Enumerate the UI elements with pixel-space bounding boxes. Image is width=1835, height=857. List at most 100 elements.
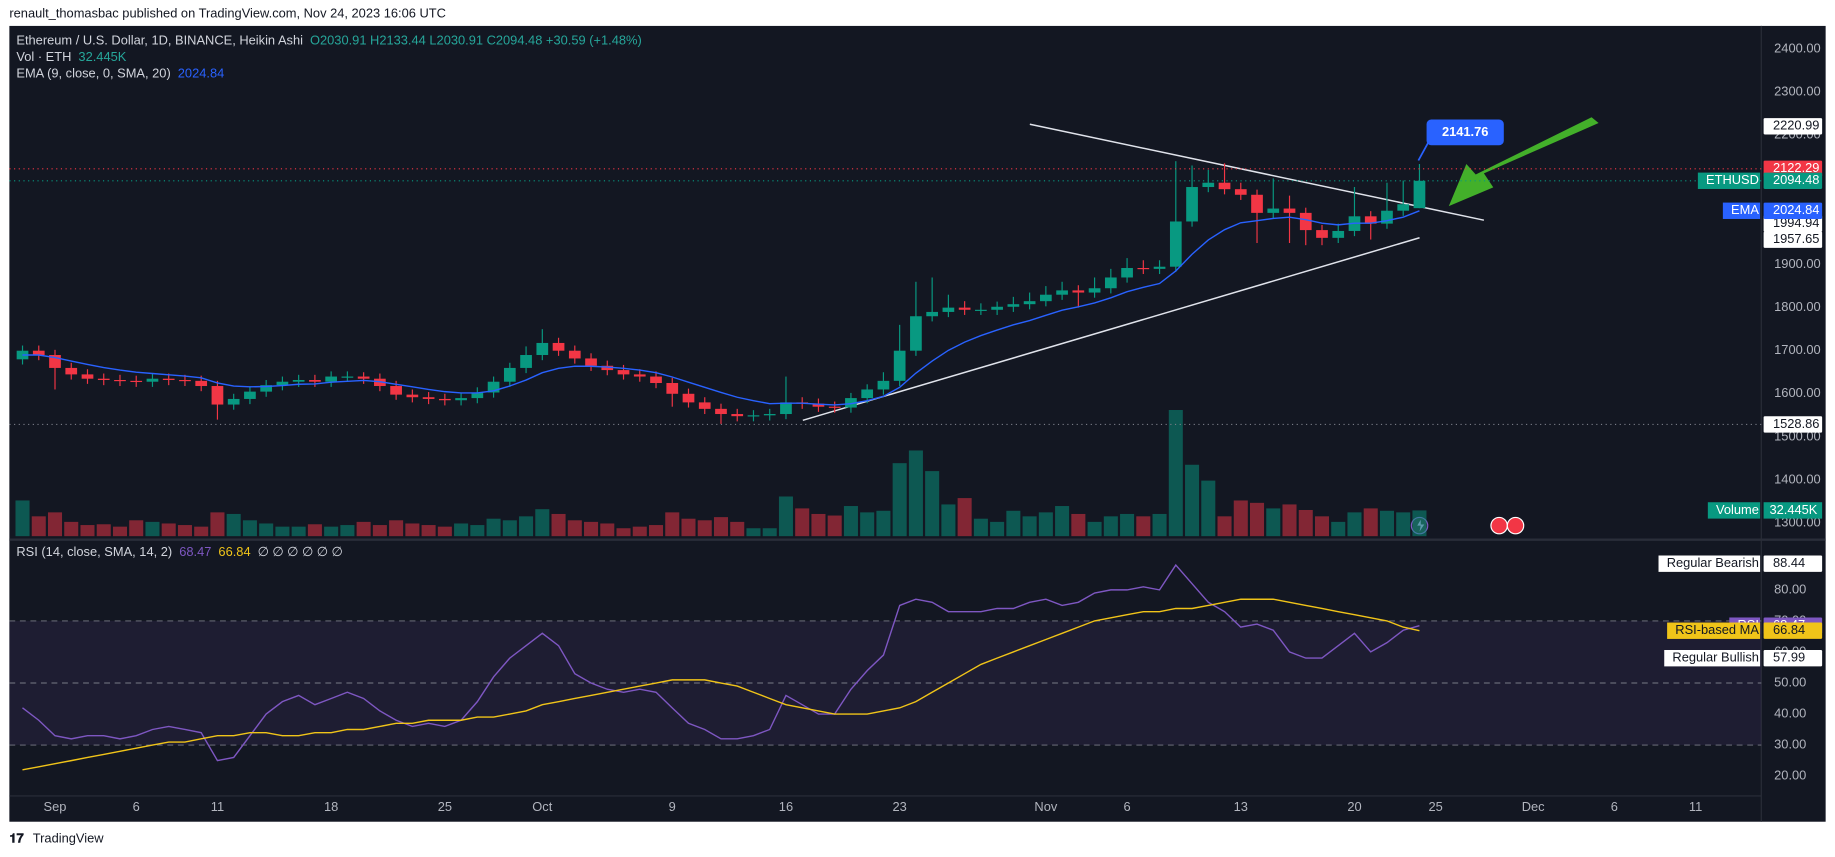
volume-bar: [762, 528, 777, 537]
candle-body: [195, 380, 208, 387]
volume-bar: [1331, 521, 1346, 537]
candle-body: [276, 381, 289, 386]
price-badge-name-box: [1722, 202, 1761, 219]
volume-bar: [275, 526, 290, 537]
candle-body: [1153, 266, 1166, 269]
candle-body: [309, 379, 321, 382]
volume-bar: [96, 524, 111, 537]
arrow: [1448, 117, 1599, 207]
series-line: [22, 210, 1420, 406]
x-tick-label: 25: [1429, 799, 1443, 814]
candle-body: [341, 376, 354, 378]
legend-rsi-extra: ∅ ∅ ∅ ∅ ∅ ∅: [258, 544, 343, 559]
candle-body: [422, 397, 435, 399]
candle-body: [1104, 277, 1117, 289]
volume-bar: [1185, 464, 1200, 537]
volume-bar: [470, 525, 485, 537]
candle-body: [438, 398, 451, 401]
x-tick-label: Sep: [44, 799, 67, 814]
volume-bar: [1038, 512, 1053, 537]
volume-bar: [925, 471, 940, 537]
volume-bar: [632, 526, 647, 537]
candle-body: [536, 342, 549, 356]
volume-bar: [454, 523, 469, 537]
volume-bar: [1006, 510, 1021, 537]
candle-body: [991, 306, 1003, 310]
volume-bar: [405, 523, 420, 537]
volume-bar: [1152, 513, 1167, 537]
candle-body: [1023, 301, 1036, 305]
candle-body: [292, 379, 305, 382]
volume-badge-name: Volume: [1716, 502, 1759, 517]
volume-bar: [226, 513, 241, 537]
callout: [1426, 119, 1504, 146]
x-tick-label: 18: [324, 799, 338, 814]
candle-body: [910, 316, 922, 351]
price-badge: [1763, 416, 1823, 433]
candle-body: [568, 350, 581, 359]
price-badge-value: 88.44: [1773, 555, 1805, 570]
y-tick-label: 80.00: [1774, 581, 1806, 596]
volume-bar: [1379, 510, 1394, 537]
candle-body: [244, 391, 256, 399]
candle-body: [780, 402, 792, 415]
volume-bar: [421, 525, 436, 537]
price-badge: [1763, 172, 1823, 189]
candle-body: [861, 389, 874, 399]
candle-body: [585, 358, 597, 366]
x-tick-label: 9: [669, 799, 676, 814]
volume-bar: [437, 526, 452, 537]
candle-body: [179, 379, 191, 382]
legend-volume-value: 32.445K: [78, 49, 126, 64]
legend-rsi-value: 68.47: [179, 544, 211, 559]
y-tick-label: 1900.00: [1774, 256, 1820, 271]
volume-bar: [567, 520, 582, 537]
candle-body: [1137, 268, 1150, 270]
volume-bar: [860, 512, 875, 537]
candle-body: [877, 380, 890, 390]
volume-bar: [1298, 509, 1313, 537]
volume-bar: [372, 525, 387, 537]
x-tick-label: 11: [211, 799, 224, 814]
volume-bar: [746, 528, 761, 537]
candle-body: [1283, 208, 1296, 213]
x-tick-label: 25: [438, 799, 452, 814]
volume-bar: [1022, 516, 1037, 537]
x-tick-label: 13: [1234, 799, 1248, 814]
y-tick-label: 50.00: [1774, 674, 1806, 689]
volume-bar: [697, 520, 712, 537]
candle-body: [1218, 182, 1231, 190]
candle-body: [926, 311, 939, 317]
volume-bar: [778, 496, 793, 537]
price-badge-name: ETHUSD: [1706, 172, 1759, 187]
candle-body: [1169, 221, 1182, 267]
x-tick-label: 6: [133, 799, 140, 814]
volume-bar: [795, 508, 810, 537]
price-badge-name-box: [1697, 172, 1761, 189]
volume-bar: [47, 512, 63, 537]
volume-bar: [908, 450, 923, 537]
volume-bar: [210, 512, 225, 537]
trend-line: [802, 237, 1420, 422]
legend-ohlc: O2030.91 H2133.44 L2030.91 C2094.48 +30.…: [310, 33, 642, 48]
x-tick-label: 20: [1347, 799, 1361, 814]
volume-bar: [259, 523, 274, 537]
volume-bar: [486, 518, 501, 537]
volume-bar: [1201, 480, 1216, 537]
candle-body: [1121, 268, 1133, 278]
trend-line: [1029, 123, 1485, 221]
x-tick-label: 16: [779, 799, 793, 814]
candle-body: [1088, 288, 1101, 293]
volume-bar: [519, 516, 534, 537]
y-tick-label: 20.00: [1774, 768, 1806, 783]
price-badge-value: 1957.65: [1773, 231, 1819, 246]
volume-bar: [1071, 513, 1086, 537]
volume-bar: [1120, 513, 1135, 537]
price-badge: [1763, 215, 1823, 232]
event-icon: [1490, 516, 1508, 535]
y-tick-label: 1400.00: [1774, 471, 1820, 486]
legend-ema: EMA (9, close, 0, SMA, 20): [16, 65, 170, 80]
volume-bar: [194, 526, 209, 537]
